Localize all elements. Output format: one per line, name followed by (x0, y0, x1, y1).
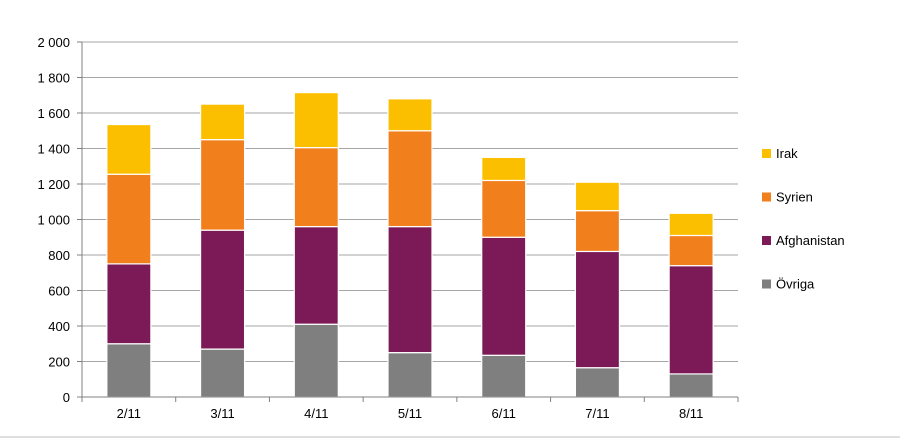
bar-segment-övriga (293, 323, 339, 398)
bar-segment-syrien (668, 234, 714, 267)
bars (106, 91, 714, 398)
bar-segment-afghanistan (293, 226, 339, 325)
x-tick-label: 5/11 (398, 406, 422, 421)
y-tick-label: 1 000 (37, 213, 70, 228)
bar-segment-övriga (387, 352, 433, 398)
y-tick-label: 1 600 (37, 106, 70, 121)
x-tick-label: 8/11 (679, 406, 703, 421)
y-tick-label: 0 (63, 390, 70, 405)
y-tick-label: 1 800 (37, 71, 70, 86)
bar-segment-afghanistan (387, 226, 433, 354)
y-tick-label: 1 400 (37, 142, 70, 157)
bar-segment-afghanistan (668, 265, 714, 375)
bar-segment-syrien (481, 179, 527, 238)
bar-segment-irak (293, 91, 339, 149)
y-tick-label: 400 (48, 319, 70, 334)
x-tick-labels: 2/11 3/11 4/11 5/11 6/11 7/11 8/11 (117, 406, 704, 421)
bar-segment-syrien (106, 173, 152, 265)
bar-segment-irak (481, 156, 527, 182)
bar-segment-afghanistan (481, 236, 527, 356)
bar-segment-irak (387, 98, 433, 132)
bar-segment-afghanistan (199, 229, 246, 350)
legend-label: Irak (776, 146, 798, 161)
bar-segment-övriga (106, 343, 152, 398)
legend-swatch-syrien (762, 192, 771, 202)
bar-segment-irak (574, 181, 621, 212)
bar-segment-irak (106, 123, 152, 175)
bar-segment-syrien (199, 139, 246, 231)
y-tick-label: 1 200 (37, 177, 70, 192)
bar-segment-irak (668, 212, 714, 237)
bar-segment-övriga (574, 367, 621, 398)
legend-label: Afghanistan (776, 233, 845, 248)
legend-swatch-irak (762, 149, 771, 158)
x-tick-label: 2/11 (117, 406, 141, 421)
bar-segment-syrien (387, 130, 433, 228)
x-tick-label: 7/11 (585, 406, 609, 421)
y-tick-label: 800 (48, 248, 70, 263)
bar-segment-afghanistan (106, 263, 152, 345)
x-tick-label: 3/11 (210, 406, 234, 421)
legend-swatch-övriga (762, 279, 771, 289)
legend-label: Övriga (776, 277, 815, 292)
legend-swatch-afghanistan (762, 236, 771, 245)
bar-segment-övriga (668, 373, 714, 398)
bar-segment-afghanistan (574, 250, 621, 369)
x-tick-label: 6/11 (492, 406, 516, 421)
bar-segment-irak (199, 103, 246, 141)
y-tick-label: 600 (48, 284, 70, 299)
axes (77, 41, 739, 402)
legend-label: Syrien (776, 190, 813, 205)
x-tick-label: 4/11 (304, 406, 328, 421)
bar-segment-övriga (481, 354, 527, 398)
bar-segment-syrien (293, 147, 339, 228)
bar-segment-övriga (199, 348, 246, 398)
legend: Irak Syrien Afghanistan Övriga (762, 146, 845, 292)
y-tick-label: 200 (48, 355, 70, 370)
y-tick-label: 2 000 (37, 35, 70, 50)
y-tick-labels: 0 200 400 600 800 1 000 1 200 1 400 1 600 1 800 2 … (37, 35, 70, 405)
bar-segment-syrien (574, 210, 621, 253)
